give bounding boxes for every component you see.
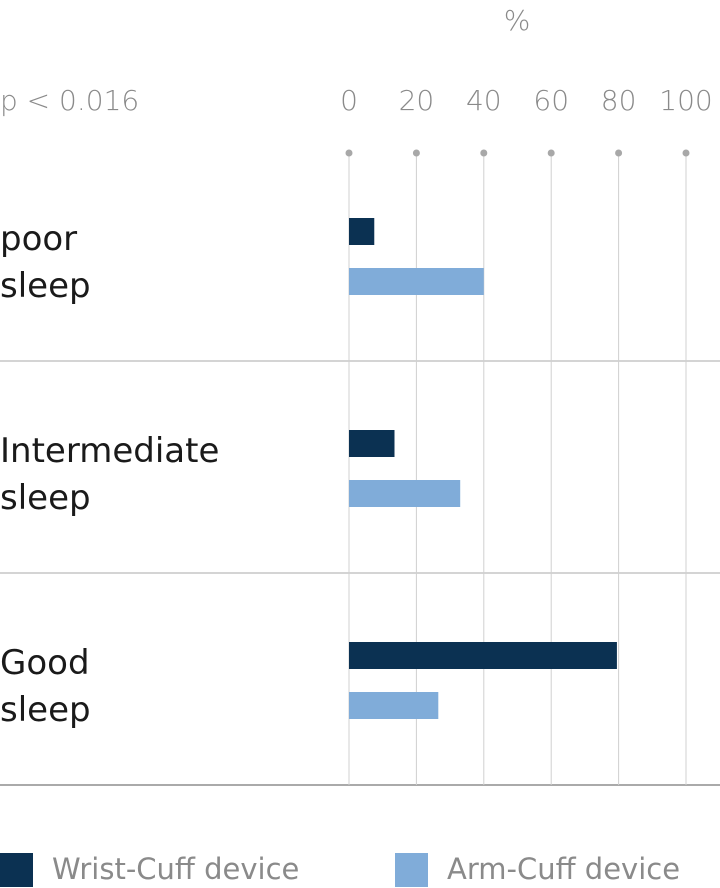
category-label: Good sleep [0, 643, 91, 730]
x-axis-label: % [504, 4, 531, 37]
bar [349, 430, 395, 457]
category-line: Intermediate [0, 431, 219, 471]
x-tick-label: 20 [399, 84, 435, 117]
category-line: sleep [0, 478, 91, 518]
bar [349, 268, 484, 295]
category-label: Intermediate sleep [0, 431, 219, 518]
tick-dot [547, 149, 555, 157]
legend-swatch [0, 853, 33, 887]
legend-label: Wrist-Cuff device [52, 852, 299, 886]
x-tick-label: 0 [340, 84, 358, 117]
bar [349, 692, 439, 719]
tick-dot [682, 149, 690, 157]
legend-label: Arm-Cuff device [447, 852, 680, 886]
category-line: Good [0, 643, 90, 683]
annotation: p < 0.016 [0, 84, 139, 117]
tick-dot [615, 149, 623, 157]
tick-dot [345, 149, 353, 157]
x-tick-label: 100 [659, 84, 712, 117]
tick-dot [412, 149, 420, 157]
tick-dot [480, 149, 488, 157]
x-tick-label: 60 [533, 84, 569, 117]
x-tick-label: 40 [466, 84, 502, 117]
bar [349, 642, 617, 669]
bar [349, 218, 375, 245]
legend-swatch [395, 853, 428, 887]
category-label: poor sleep [0, 219, 91, 306]
category-line: sleep [0, 690, 91, 730]
category-line: sleep [0, 266, 91, 306]
category-line: poor [0, 219, 77, 259]
x-tick-label: 80 [601, 84, 637, 117]
bar [349, 480, 461, 507]
